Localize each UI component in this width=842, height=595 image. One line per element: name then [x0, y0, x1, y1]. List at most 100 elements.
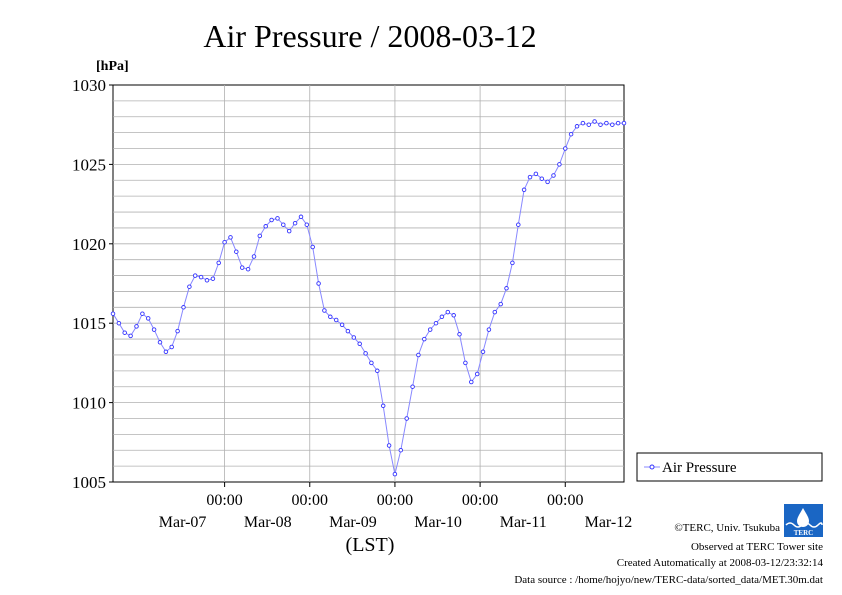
data-point	[445, 309, 451, 315]
data-point	[451, 313, 456, 318]
grid-lines	[113, 85, 624, 482]
data-point	[516, 222, 521, 227]
data-point	[216, 260, 221, 266]
data-point	[339, 322, 345, 328]
y-tick-label: 1025	[72, 155, 106, 174]
data-point	[586, 122, 592, 127]
data-point	[140, 311, 145, 316]
x-tick-time-label: 00:00	[377, 492, 413, 509]
data-point	[192, 273, 198, 278]
wave-icon	[785, 522, 823, 528]
data-point	[181, 305, 186, 310]
data-point	[234, 249, 239, 254]
data-point	[151, 327, 157, 332]
data-point	[257, 233, 263, 239]
data-point	[263, 224, 268, 229]
data-point	[598, 122, 603, 127]
data-point	[316, 281, 321, 286]
data-point	[533, 171, 539, 177]
data-point	[439, 314, 445, 320]
data-point	[433, 320, 439, 326]
data-point	[333, 317, 339, 323]
data-point	[557, 162, 562, 167]
data-point	[427, 327, 433, 332]
data-point	[457, 332, 462, 337]
legend: Air Pressure	[636, 452, 823, 482]
data-point	[527, 174, 533, 180]
air-pressure-points	[110, 119, 627, 477]
x-tick-date-label: Mar-07	[159, 514, 207, 531]
data-point	[222, 239, 227, 245]
data-point	[204, 278, 210, 283]
data-point	[486, 327, 492, 332]
data-point	[504, 286, 509, 291]
data-point	[110, 311, 116, 316]
data-point	[563, 146, 568, 151]
data-point	[228, 235, 233, 240]
data-point	[621, 120, 627, 126]
data-point	[386, 443, 392, 448]
data-point	[480, 349, 486, 355]
x-tick-date-label: Mar-11	[500, 514, 547, 531]
terc-logo: TERC	[784, 504, 823, 537]
data-point	[128, 333, 133, 339]
data-point	[574, 124, 580, 129]
data-point	[539, 176, 545, 181]
data-point	[163, 349, 169, 355]
created-text: Created Automatically at 2008-03-12/23:3…	[617, 557, 824, 569]
y-tick-label: 1020	[72, 235, 106, 254]
chart-title: Air Pressure / 2008-03-12	[203, 18, 536, 54]
data-point	[292, 220, 298, 226]
data-point	[363, 351, 368, 356]
data-point	[610, 122, 615, 127]
data-point	[592, 119, 597, 124]
legend-box	[636, 452, 823, 482]
air-pressure-line	[112, 120, 624, 475]
data-point	[281, 222, 286, 227]
data-point	[157, 340, 163, 345]
data-point	[521, 187, 527, 193]
data-point	[357, 341, 362, 347]
terc-logo-text: TERC	[794, 529, 813, 537]
legend-label: Air Pressure	[662, 460, 737, 476]
plot-area: 1005 1010 1015 1020 1025 1030 00:00 Mar-07 00:0…	[72, 76, 632, 531]
y-tick-label: 1030	[72, 76, 106, 95]
data-point	[474, 371, 480, 377]
data-point	[116, 320, 122, 326]
data-point	[469, 379, 474, 385]
data-point	[551, 173, 556, 178]
data-point	[304, 222, 310, 227]
data-point	[375, 368, 380, 374]
data-point	[187, 284, 192, 289]
x-tick-date-label: Mar-09	[329, 514, 377, 531]
data-point	[492, 309, 498, 315]
data-point	[269, 217, 274, 223]
data-point	[345, 328, 351, 334]
data-point	[169, 344, 174, 350]
y-axis-unit: [hPa]	[96, 59, 129, 74]
data-point	[392, 471, 398, 477]
footer-credits: ©TERC, Univ. Tsukuba Observed at TERC To…	[514, 522, 823, 586]
data-point	[580, 120, 586, 126]
data-point	[416, 352, 421, 358]
data-point	[328, 314, 333, 320]
data-point	[369, 360, 374, 366]
data-point	[210, 276, 216, 281]
y-tick-label: 1010	[72, 394, 106, 413]
data-point	[398, 447, 404, 453]
x-axis-label: (LST)	[346, 534, 395, 556]
data-point	[239, 265, 245, 270]
plot-frame	[112, 84, 625, 483]
data-point	[422, 336, 427, 342]
data-point	[463, 360, 468, 366]
data-point	[410, 384, 415, 389]
data-point	[145, 316, 151, 321]
x-tick-time-label: 00:00	[292, 492, 328, 509]
x-tick-date-label: Mar-08	[244, 514, 292, 531]
x-tick-time-label: 00:00	[206, 492, 242, 509]
x-tick-time-label: 00:00	[462, 492, 498, 509]
data-point	[615, 120, 621, 126]
x-tick-time-label: 00:00	[547, 492, 583, 509]
data-point	[404, 416, 409, 421]
